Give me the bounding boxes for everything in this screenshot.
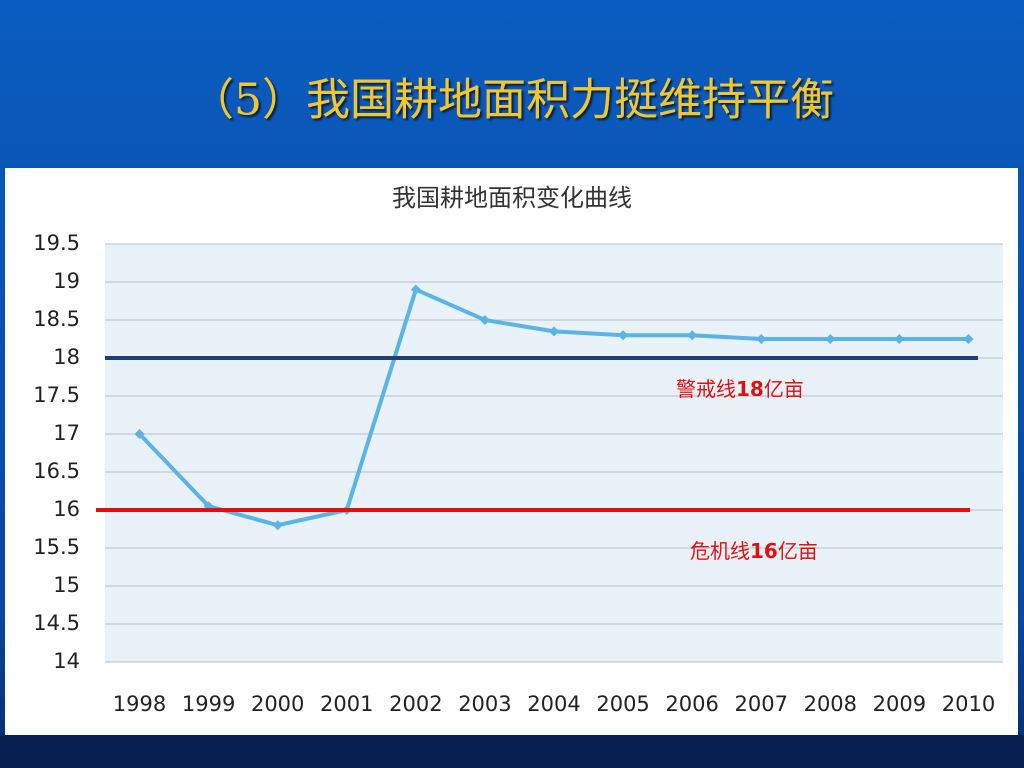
y-tick-label: 15.5 bbox=[33, 535, 80, 559]
x-tick-label: 2007 bbox=[735, 692, 788, 716]
x-tick-label: 2002 bbox=[389, 692, 442, 716]
x-tick-label: 1998 bbox=[113, 692, 166, 716]
x-tick-label: 2003 bbox=[458, 692, 511, 716]
y-tick-label: 15 bbox=[53, 573, 80, 597]
reference-label-part: 16 bbox=[750, 539, 778, 563]
x-tick-label: 2006 bbox=[665, 692, 718, 716]
y-tick-label: 19 bbox=[53, 269, 80, 293]
y-tick-label: 19.5 bbox=[33, 231, 80, 255]
x-tick-label: 2000 bbox=[251, 692, 304, 716]
y-tick-label: 14.5 bbox=[33, 611, 80, 635]
x-tick-label: 1999 bbox=[182, 692, 235, 716]
y-tick-label: 17.5 bbox=[33, 383, 80, 407]
slide-title: （5）我国耕地面积力挺维持平衡 bbox=[190, 75, 834, 126]
y-tick-label: 14 bbox=[53, 649, 80, 673]
reference-label-part: 危机线 bbox=[690, 539, 750, 563]
footer-band bbox=[0, 735, 1024, 768]
plot-area bbox=[105, 244, 1003, 662]
data-point bbox=[687, 330, 698, 341]
data-point bbox=[549, 326, 559, 337]
y-tick-label: 18 bbox=[53, 345, 80, 369]
data-point bbox=[272, 520, 283, 531]
chart-title: 我国耕地面积变化曲线 bbox=[392, 184, 632, 212]
x-tick-label: 2005 bbox=[596, 692, 649, 716]
y-tick-label: 18.5 bbox=[33, 307, 80, 331]
y-tick-label: 16.5 bbox=[33, 459, 80, 483]
x-tick-label: 2001 bbox=[320, 692, 373, 716]
y-tick-label: 17 bbox=[53, 421, 80, 445]
data-point bbox=[410, 284, 421, 295]
reference-label: 警戒线18亿亩 bbox=[676, 377, 804, 401]
data-point bbox=[134, 429, 145, 439]
data-point bbox=[963, 334, 974, 344]
x-tick-label: 2004 bbox=[527, 692, 580, 716]
x-tick-label: 2008 bbox=[804, 692, 857, 716]
x-tick-label: 2010 bbox=[942, 692, 995, 716]
x-tick-label: 2009 bbox=[873, 692, 926, 716]
reference-label: 危机线16亿亩 bbox=[690, 539, 818, 563]
data-point bbox=[756, 334, 767, 344]
reference-label-part: 亿亩 bbox=[778, 539, 818, 563]
data-point bbox=[825, 334, 836, 344]
data-point bbox=[618, 330, 629, 341]
reference-label-part: 亿亩 bbox=[764, 377, 804, 401]
reference-label-part: 警戒线 bbox=[676, 377, 736, 401]
reference-label-part: 18 bbox=[736, 377, 764, 401]
data-point bbox=[479, 315, 490, 325]
y-tick-label: 16 bbox=[53, 497, 80, 521]
data-point bbox=[894, 334, 905, 344]
